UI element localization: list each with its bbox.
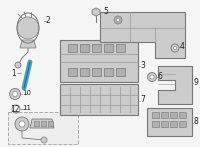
Polygon shape <box>80 44 89 52</box>
Circle shape <box>148 72 156 81</box>
Polygon shape <box>34 121 39 126</box>
Circle shape <box>12 91 18 96</box>
Polygon shape <box>179 121 186 127</box>
Text: 11: 11 <box>22 105 31 111</box>
Polygon shape <box>161 121 168 127</box>
Polygon shape <box>92 44 101 52</box>
Wedge shape <box>17 17 39 39</box>
Text: 9: 9 <box>193 77 198 86</box>
Polygon shape <box>41 121 46 126</box>
Text: 6: 6 <box>158 71 163 81</box>
Circle shape <box>171 44 179 52</box>
Text: 1: 1 <box>11 69 16 77</box>
Polygon shape <box>92 68 101 76</box>
Circle shape <box>19 121 25 127</box>
Polygon shape <box>60 40 138 82</box>
Circle shape <box>15 117 29 131</box>
Bar <box>8 112 78 144</box>
Polygon shape <box>147 108 192 136</box>
Text: 3: 3 <box>140 61 145 70</box>
Polygon shape <box>170 121 177 127</box>
Circle shape <box>41 137 47 143</box>
Polygon shape <box>68 44 77 52</box>
Polygon shape <box>158 66 192 104</box>
Polygon shape <box>20 40 36 48</box>
Polygon shape <box>179 112 186 118</box>
Polygon shape <box>92 8 100 16</box>
Polygon shape <box>100 12 185 58</box>
Polygon shape <box>116 44 125 52</box>
Polygon shape <box>152 112 159 118</box>
Text: 2: 2 <box>46 15 51 25</box>
Polygon shape <box>60 84 138 115</box>
Polygon shape <box>116 68 125 76</box>
Circle shape <box>15 62 21 68</box>
Polygon shape <box>170 112 177 118</box>
Text: 8: 8 <box>193 117 198 127</box>
Polygon shape <box>104 44 113 52</box>
Text: 5: 5 <box>103 6 108 15</box>
Text: 12: 12 <box>10 106 20 115</box>
Polygon shape <box>152 121 159 127</box>
Circle shape <box>174 46 177 50</box>
Polygon shape <box>104 68 113 76</box>
Circle shape <box>116 19 120 21</box>
Polygon shape <box>80 68 89 76</box>
Polygon shape <box>30 119 54 128</box>
Circle shape <box>150 75 154 79</box>
Circle shape <box>114 16 122 24</box>
Polygon shape <box>68 68 77 76</box>
Text: 10: 10 <box>22 90 31 96</box>
Text: 4: 4 <box>180 41 185 51</box>
Text: 7: 7 <box>140 96 145 105</box>
Circle shape <box>10 88 21 100</box>
Polygon shape <box>48 121 53 126</box>
Polygon shape <box>161 112 168 118</box>
